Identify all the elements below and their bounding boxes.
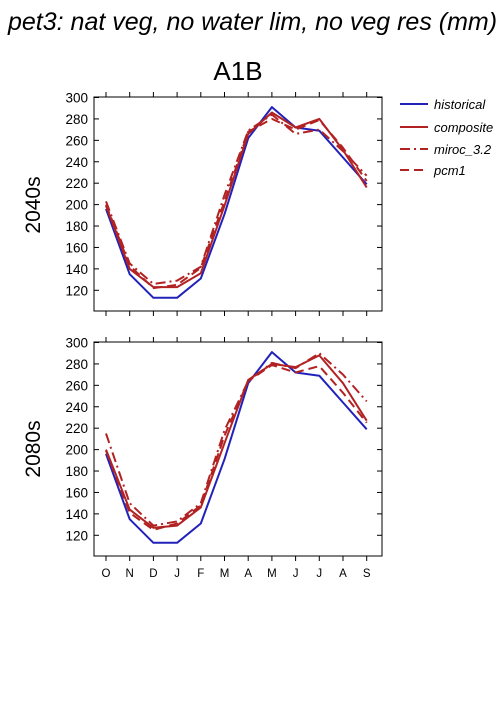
x-tick-label: O <box>102 568 111 580</box>
row-label-2040s: 2040s <box>22 176 45 233</box>
y-tick-label: 120 <box>65 283 88 298</box>
y-tick-label: 260 <box>65 378 88 393</box>
y-tick-label: 220 <box>65 421 88 436</box>
plot-frame <box>93 96 383 312</box>
plot-frame <box>93 341 383 557</box>
series-line-miroc-3-2 <box>105 352 368 527</box>
series-line-miroc-3-2 <box>105 113 368 285</box>
legend-label-pcm1: pcm1 <box>433 163 466 178</box>
x-tick-label: J <box>293 568 299 580</box>
panel-2040s: 2040s 120 140 160 180 200 220 240 260 280 300 <box>22 91 383 316</box>
y-tick-label: 240 <box>65 400 88 415</box>
series-line-pcm1 <box>105 364 368 531</box>
y-tick-label: 280 <box>65 357 88 372</box>
y-tick-label: 200 <box>65 443 88 458</box>
chart-title: pet3: nat veg, no water lim, no veg res … <box>7 8 497 36</box>
y-tick-label: 240 <box>65 155 88 170</box>
x-tick-label: S <box>363 568 371 580</box>
y-tick-label: 180 <box>65 219 88 234</box>
y-tick-label: 180 <box>65 464 88 479</box>
x-tick-label: J <box>174 568 180 580</box>
y-tick-label: 140 <box>65 262 88 277</box>
legend: historical composite miroc_3.2 pcm1 <box>400 97 493 178</box>
x-tick-label: J <box>316 568 322 580</box>
row-label-2080s: 2080s <box>22 420 45 477</box>
x-tick-label: M <box>220 568 230 580</box>
y-tick-label: 280 <box>65 112 88 127</box>
y-tick-label: 300 <box>65 91 88 106</box>
y-tick-label: 220 <box>65 176 88 191</box>
panel-2080s: 2080s 120 140 160 180 200 220 240 260 280 300 O N D J… <box>22 336 383 580</box>
legend-label-composite: composite <box>434 120 493 135</box>
y-tick-label: 120 <box>65 528 88 543</box>
y-tick-label: 160 <box>65 240 88 255</box>
x-tick-label: F <box>197 568 204 580</box>
x-tick-label: M <box>267 568 277 580</box>
y-tick-label: 260 <box>65 133 88 148</box>
y-tick-label: 300 <box>65 336 88 351</box>
series-line-pcm1 <box>105 117 368 290</box>
x-tick-label: D <box>149 568 157 580</box>
legend-label-historical: historical <box>434 97 486 112</box>
y-tick-label: 200 <box>65 198 88 213</box>
series-line-historical <box>105 106 368 299</box>
x-tick-label: A <box>244 568 252 580</box>
y-tick-label: 140 <box>65 507 88 522</box>
legend-label-miroc: miroc_3.2 <box>434 142 492 157</box>
series-line-historical <box>105 351 368 544</box>
x-tick-label: N <box>126 568 134 580</box>
y-tick-label: 160 <box>65 485 88 500</box>
scenario-label: A1B <box>213 56 262 86</box>
series-line-composite <box>105 354 368 529</box>
x-tick-label: A <box>339 568 347 580</box>
